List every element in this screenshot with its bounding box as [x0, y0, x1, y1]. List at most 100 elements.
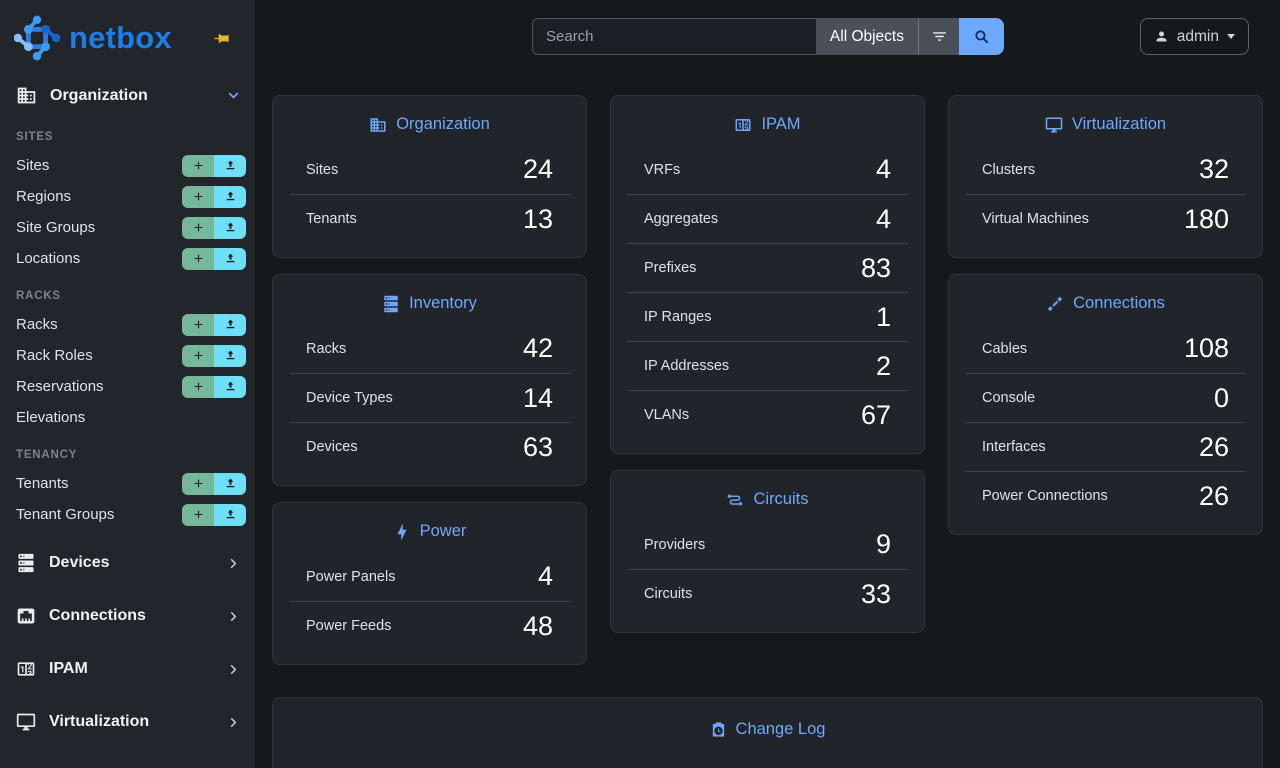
import-button[interactable] [214, 247, 246, 270]
card-title[interactable]: Power [289, 522, 570, 541]
sidebar-item[interactable]: Regions [0, 181, 255, 212]
stat-row[interactable]: Clusters 32 [965, 145, 1246, 194]
chevron-right-icon [226, 556, 241, 571]
search-input[interactable] [532, 18, 816, 55]
sidebar-item-connections[interactable]: Connections [0, 590, 255, 642]
plus-icon [194, 351, 202, 360]
import-button[interactable] [214, 185, 246, 208]
stat-value: 9 [875, 529, 891, 559]
sidebar-item[interactable]: Locations [0, 243, 255, 274]
connections-card: Connections Cables 108 Console 0 [948, 274, 1263, 535]
card-title[interactable]: IPAM [627, 115, 908, 134]
search-scope-select[interactable]: All Objects [815, 18, 918, 55]
stat-row[interactable]: VRFs 4 [627, 145, 908, 194]
stat-row[interactable]: Devices 63 [289, 422, 570, 471]
sidebar-group-sites: SITES [16, 131, 54, 143]
sidebar-item-devices[interactable]: Devices [0, 537, 255, 589]
stat-row[interactable]: Cables 108 [965, 324, 1246, 373]
sidebar-item-ipam[interactable]: IPAM [0, 643, 255, 695]
import-button[interactable] [214, 313, 246, 336]
stat-row[interactable]: Console 0 [965, 373, 1246, 422]
card-title-label: Circuits [753, 490, 809, 508]
stat-row[interactable]: Tenants 13 [289, 194, 570, 243]
card-title-label: Organization [396, 115, 490, 133]
pin-sidebar-button[interactable] [213, 30, 230, 47]
import-button[interactable] [214, 472, 246, 495]
sidebar-section-label: Organization [50, 86, 148, 104]
stat-row[interactable]: Power Connections 26 [965, 471, 1246, 520]
quick-action-group [182, 375, 246, 398]
sidebar-item-label: Reservations [16, 378, 104, 395]
virtualization-card: Virtualization Clusters 32 Virtual Machi… [948, 95, 1263, 258]
import-button[interactable] [214, 503, 246, 526]
sidebar-item[interactable]: Elevations [0, 402, 255, 433]
add-button[interactable] [182, 375, 214, 398]
stat-value: 0 [1213, 382, 1229, 413]
sidebar-item-label: Connections [49, 607, 146, 624]
netbox-logo[interactable]: netbox [14, 15, 172, 61]
stat-row[interactable]: Power Panels 4 [289, 552, 570, 601]
add-button[interactable] [182, 472, 214, 495]
card-title[interactable]: Change Log [289, 720, 1246, 739]
add-button[interactable] [182, 154, 214, 177]
sidebar-item[interactable]: Site Groups [0, 212, 255, 243]
sidebar-item-virtualization[interactable]: Virtualization [0, 696, 255, 748]
stat-row[interactable]: VLANs 67 [627, 390, 908, 439]
sidebar-item[interactable]: Sites [0, 150, 255, 181]
stat-value: 48 [522, 610, 553, 641]
import-button[interactable] [214, 154, 246, 177]
upload-icon [226, 191, 234, 201]
filter-button[interactable] [918, 18, 959, 55]
import-button[interactable] [214, 216, 246, 239]
card-title[interactable]: Connections [965, 294, 1246, 313]
add-button[interactable] [182, 313, 214, 336]
stat-list: Racks 42 Device Types 14 Devices 6 [289, 324, 570, 471]
stat-label: Device Types [306, 390, 393, 406]
sidebar-item[interactable]: Racks [0, 309, 255, 340]
user-menu-button[interactable]: admin [1139, 18, 1249, 55]
add-button[interactable] [182, 247, 214, 270]
stat-list: Cables 108 Console 0 Interfaces 26 [965, 324, 1246, 520]
plus-icon [194, 223, 202, 232]
stat-row[interactable]: Providers 9 [627, 520, 908, 569]
sidebar-item[interactable]: Tenant Groups [0, 499, 255, 530]
sidebar-item[interactable]: Rack Roles [0, 340, 255, 371]
import-button[interactable] [214, 375, 246, 398]
inventory-card: Inventory Racks 42 Device Types 14 [272, 274, 587, 486]
add-button[interactable] [182, 216, 214, 239]
stat-row[interactable]: Circuits 33 [627, 569, 908, 618]
stat-row[interactable]: Virtual Machines 180 [965, 194, 1246, 243]
sidebar-item[interactable]: Tenants [0, 468, 255, 499]
add-button[interactable] [182, 344, 214, 367]
card-title[interactable]: Circuits [627, 490, 908, 509]
sidebar-item-label: Racks [16, 316, 58, 333]
stat-row[interactable]: Prefixes 83 [627, 243, 908, 292]
add-button[interactable] [182, 503, 214, 526]
stat-row[interactable]: IP Addresses 2 [627, 341, 908, 390]
sidebar-group-racks: RACKS [16, 290, 61, 302]
sidebar-item-label: Locations [16, 250, 81, 267]
stat-value: 33 [860, 578, 891, 609]
search-icon [975, 30, 989, 44]
stat-row[interactable]: IP Ranges 1 [627, 292, 908, 341]
import-button[interactable] [214, 344, 246, 367]
add-button[interactable] [182, 185, 214, 208]
card-title[interactable]: Virtualization [965, 115, 1246, 134]
dashboard-column-2: IPAM VRFs 4 Aggregates 4 [610, 95, 925, 633]
search-submit-button[interactable] [959, 18, 1004, 55]
card-title[interactable]: Organization [289, 115, 570, 134]
stat-row[interactable]: Racks 42 [289, 324, 570, 373]
stat-row[interactable]: Interfaces 26 [965, 422, 1246, 471]
sidebar-section-organization[interactable]: Organization [0, 76, 255, 115]
stat-row[interactable]: Sites 24 [289, 145, 570, 194]
stat-row[interactable]: Power Feeds 48 [289, 601, 570, 650]
stat-row[interactable]: Aggregates 4 [627, 194, 908, 243]
plus-icon [194, 192, 202, 201]
stat-value: 108 [1183, 333, 1229, 363]
upload-icon [226, 222, 234, 232]
card-title-label: IPAM [761, 115, 801, 133]
organization-card: Organization Sites 24 Tenants 13 [272, 95, 587, 258]
card-title[interactable]: Inventory [289, 294, 570, 313]
stat-row[interactable]: Device Types 14 [289, 373, 570, 422]
sidebar-item[interactable]: Reservations [0, 371, 255, 402]
